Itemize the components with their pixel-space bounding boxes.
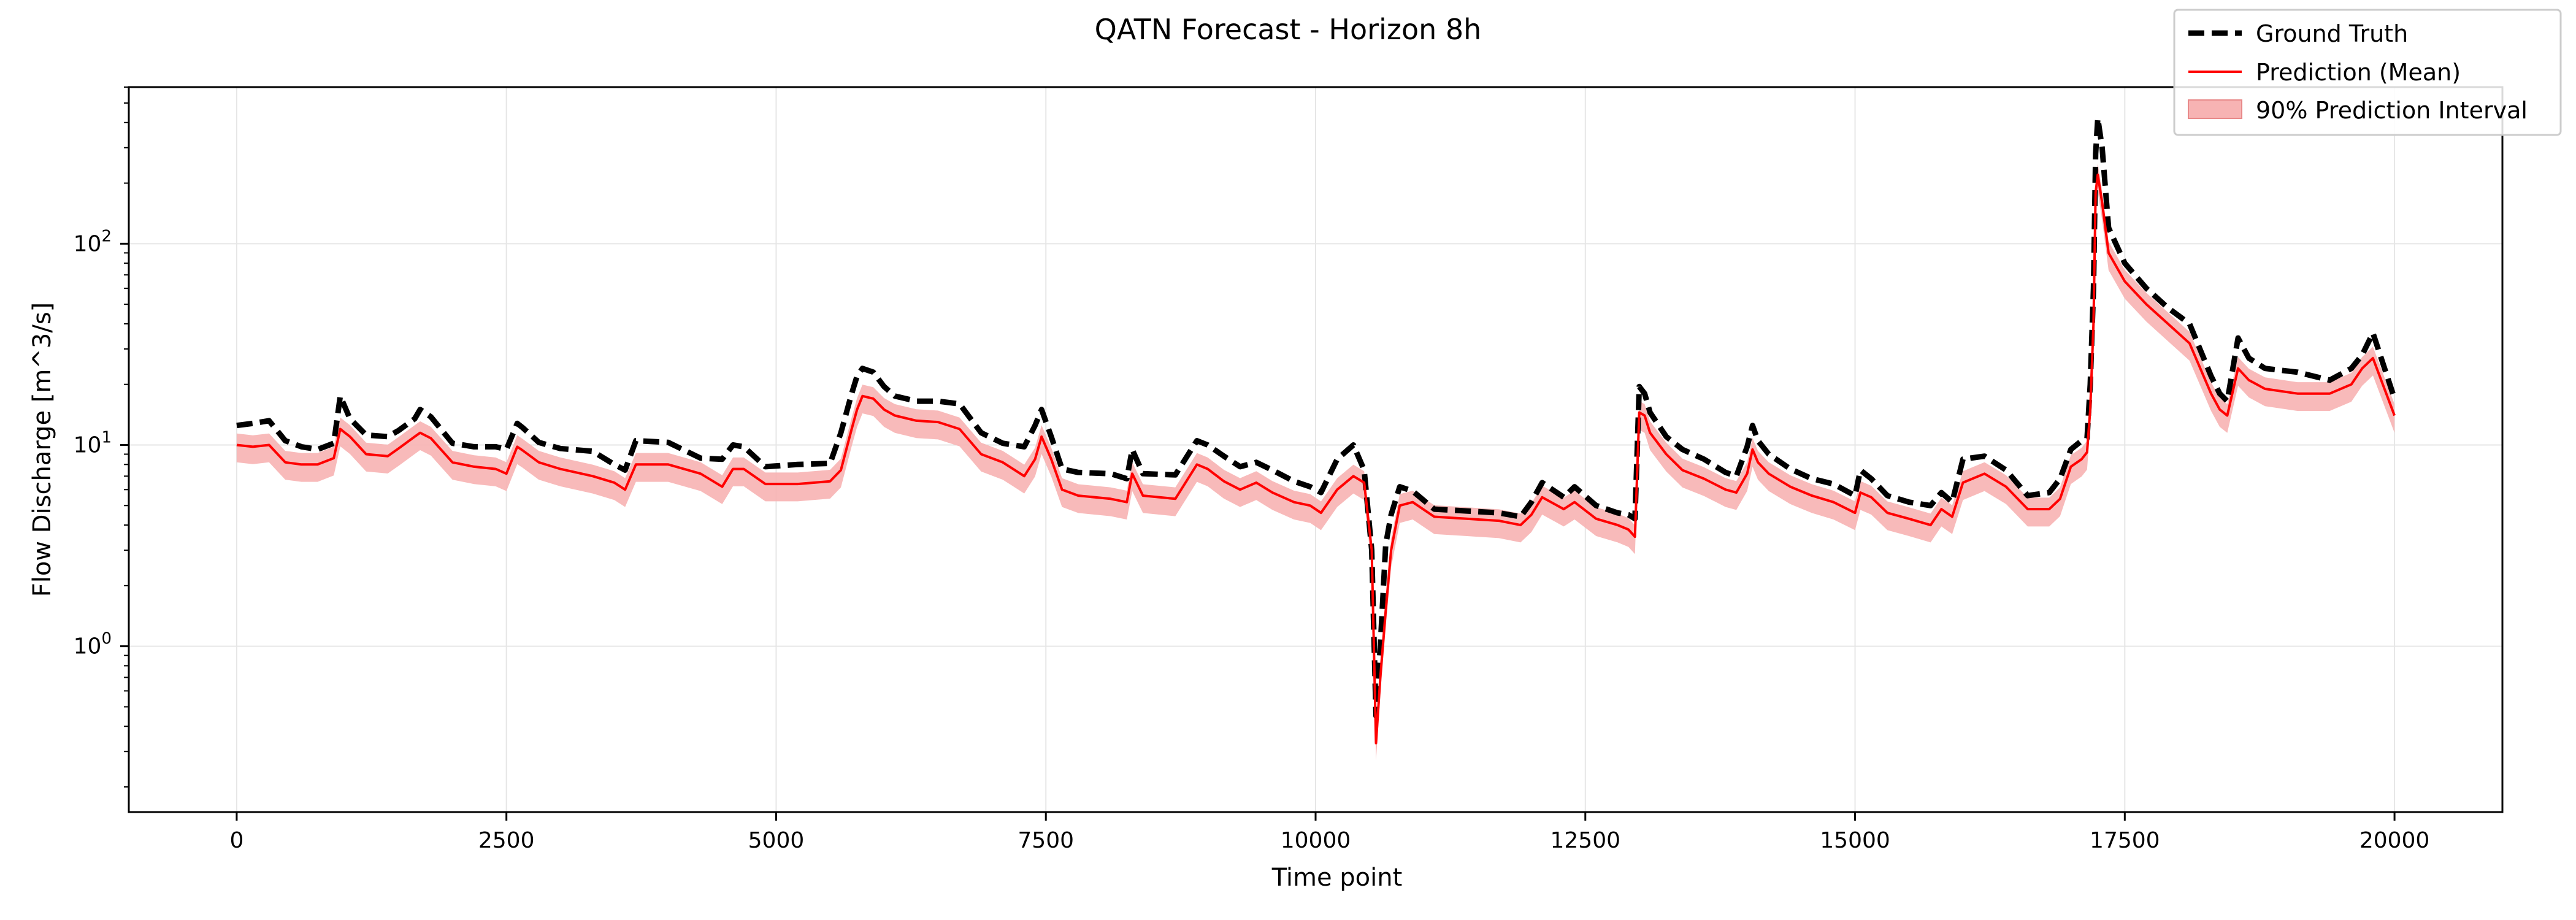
- x-axis-ticks: 0 2500 5000 7500 10000 12500 15000 17500 20000: [229, 812, 2429, 853]
- x-tick-label: 10000: [1281, 828, 1351, 853]
- series-lines-group: [236, 115, 2398, 745]
- prediction-interval-band: [236, 163, 2395, 761]
- legend-label-prediction-interval: 90% Prediction Interval: [2256, 97, 2528, 124]
- y-tick-label: 101: [74, 428, 112, 458]
- prediction-mean-line: [236, 174, 2396, 745]
- y-axis-title: Flow Discharge [m^3/s]: [28, 302, 56, 597]
- x-tick-label: 0: [229, 828, 243, 853]
- legend-box: [2173, 9, 2562, 136]
- x-tick-label: 15000: [1820, 828, 1890, 853]
- chart-title: QATN Forecast - Horizon 8h: [1095, 13, 1482, 46]
- x-tick-label: 20000: [2359, 828, 2430, 853]
- x-axis-title: Time point: [1271, 864, 1403, 892]
- x-tick-label: 12500: [1551, 828, 1621, 853]
- legend-swatch-prediction-interval: [2188, 99, 2242, 119]
- legend-label-ground-truth: Ground Truth: [2256, 20, 2408, 47]
- x-tick-label: 7500: [1018, 828, 1074, 853]
- y-tick-label: 102: [74, 227, 112, 256]
- x-tick-label: 5000: [748, 828, 805, 853]
- prediction-interval-band-group: [236, 163, 2395, 761]
- x-tick-label: 2500: [478, 828, 535, 853]
- y-axis-ticks: 100 101 102: [74, 86, 129, 788]
- legend: Ground Truth Prediction (Mean) 90% Predi…: [2173, 9, 2562, 136]
- y-tick-label: 100: [74, 630, 112, 659]
- x-tick-label: 17500: [2090, 828, 2160, 853]
- legend-label-prediction-mean: Prediction (Mean): [2256, 59, 2461, 86]
